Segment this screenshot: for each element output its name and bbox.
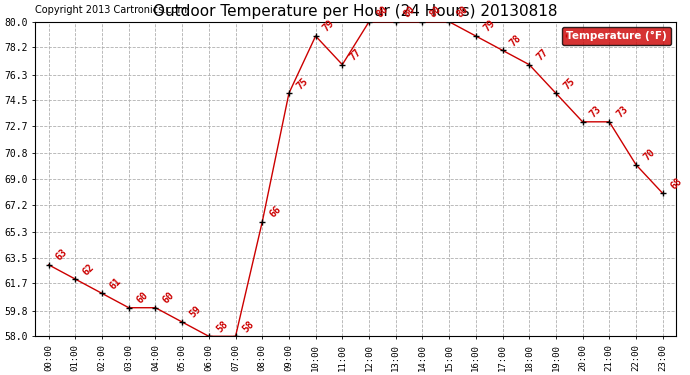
Text: 63: 63: [55, 247, 70, 262]
Text: 78: 78: [508, 33, 524, 48]
Text: 59: 59: [188, 304, 203, 320]
Text: 80: 80: [455, 4, 470, 20]
Text: 61: 61: [108, 276, 123, 291]
Text: 60: 60: [135, 290, 150, 306]
Text: 79: 79: [321, 18, 337, 34]
Text: 73: 73: [615, 104, 630, 120]
Text: 58: 58: [241, 319, 257, 334]
Text: 62: 62: [81, 262, 97, 277]
Text: 68: 68: [668, 176, 684, 191]
Text: 80: 80: [402, 4, 417, 20]
Text: 77: 77: [535, 47, 550, 63]
Text: 77: 77: [348, 47, 363, 63]
Text: 80: 80: [375, 4, 390, 20]
Text: 79: 79: [482, 18, 497, 34]
Text: 60: 60: [161, 290, 177, 306]
Text: Copyright 2013 Cartronics.com: Copyright 2013 Cartronics.com: [35, 5, 187, 15]
Text: 73: 73: [588, 104, 604, 120]
Text: 66: 66: [268, 204, 283, 220]
Legend: Temperature (°F): Temperature (°F): [562, 27, 671, 45]
Text: 58: 58: [215, 319, 230, 334]
Title: Outdoor Temperature per Hour (24 Hours) 20130818: Outdoor Temperature per Hour (24 Hours) …: [153, 4, 558, 19]
Text: 80: 80: [428, 4, 444, 20]
Text: 70: 70: [642, 147, 657, 162]
Text: 75: 75: [295, 76, 310, 91]
Text: 75: 75: [562, 76, 577, 91]
